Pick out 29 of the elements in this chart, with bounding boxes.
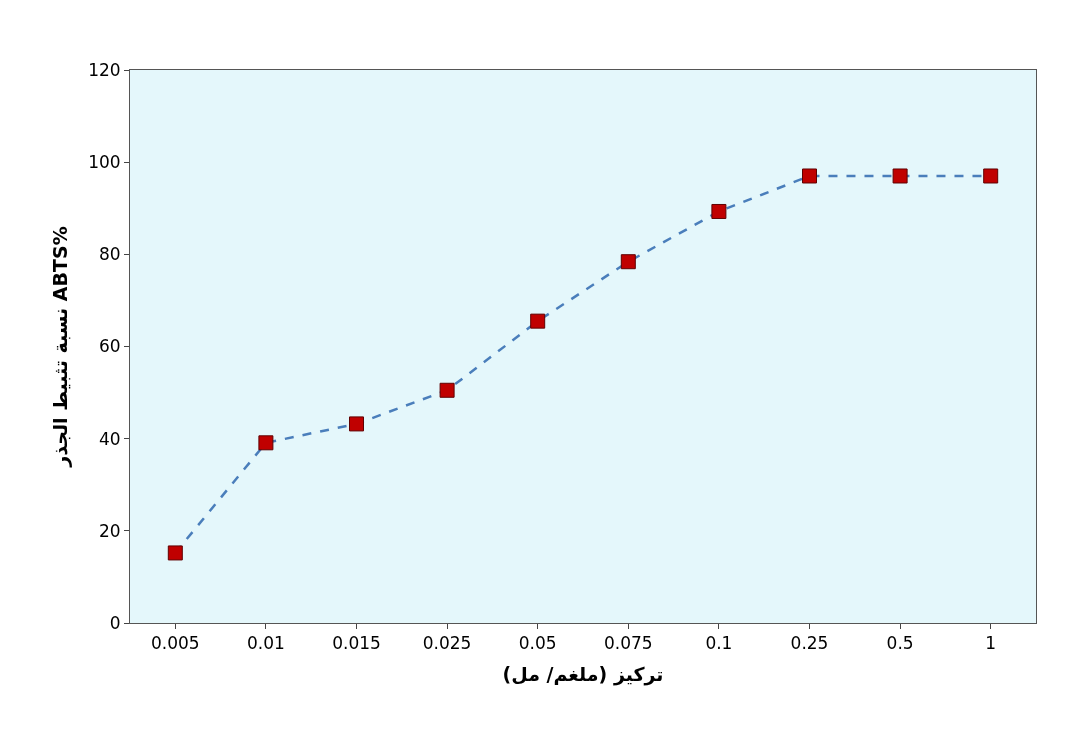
x-tick-label: 0.075 [603, 633, 653, 654]
point [530, 313, 546, 329]
x-tick-label: 0.1 [705, 633, 733, 654]
point [892, 168, 908, 184]
x-tick-label: 0.015 [332, 633, 381, 654]
point [711, 203, 727, 219]
point [258, 435, 274, 451]
y-tick-label: 80 [98, 244, 121, 265]
y-axis-title: نسبة تثبيط الجذر ABTS% [49, 226, 72, 468]
y-tick-label: 60 [98, 336, 121, 357]
y-tick-label: 20 [98, 520, 121, 541]
x-tick-label: 0.5 [886, 633, 914, 654]
point [802, 168, 817, 184]
point [983, 168, 999, 184]
y-tick-label: 40 [98, 428, 121, 449]
x-tick-label: 0.25 [790, 633, 829, 654]
y-tick-label: 100 [88, 152, 121, 173]
x-axis-title: تركيز (ملغم/ مل) [502, 663, 664, 687]
point [439, 382, 455, 398]
point [167, 545, 183, 561]
x-tick-label: 0.005 [150, 633, 200, 654]
y-tick-label: 0 [109, 612, 121, 633]
y-tick-label: 120 [88, 59, 121, 80]
point [620, 254, 636, 270]
x-tick-label: 0.025 [422, 633, 472, 654]
point [349, 416, 364, 432]
x-tick-label: 0.01 [246, 633, 285, 654]
x-tick-label: 0.05 [518, 633, 557, 654]
x-tick-label: 1 [985, 633, 997, 654]
